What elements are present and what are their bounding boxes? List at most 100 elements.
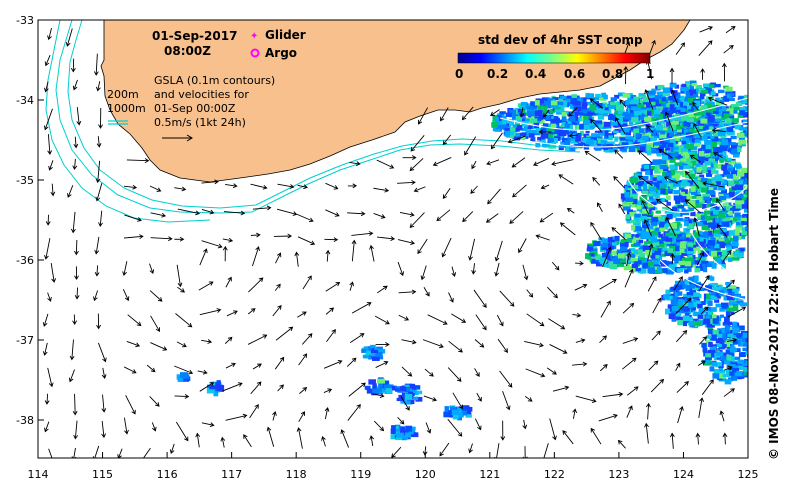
velocity-arrow <box>222 382 243 392</box>
sst-cell <box>499 111 506 115</box>
sst-cell <box>544 101 551 107</box>
sst-cell <box>665 195 671 201</box>
velocity-arrow <box>297 311 307 318</box>
sst-cell <box>543 106 548 112</box>
velocity-arrow <box>417 238 428 255</box>
sst-cell <box>603 121 611 128</box>
sst-cell <box>584 108 592 113</box>
velocity-arrow <box>575 260 584 266</box>
sst-cell <box>533 132 541 136</box>
sst-cell <box>649 117 655 123</box>
velocity-arrow <box>375 342 390 347</box>
sst-cell <box>680 103 688 110</box>
sst-cell <box>681 139 687 145</box>
sst-cell <box>396 428 404 432</box>
sst-cell <box>628 250 635 255</box>
sst-cell <box>682 315 690 322</box>
sst-cell <box>711 141 718 147</box>
sst-cell <box>698 254 705 258</box>
sst-cell <box>666 103 672 108</box>
sst-cell <box>711 136 719 140</box>
sst-cell <box>680 158 687 162</box>
velocity-arrow <box>647 276 657 292</box>
sst-cell <box>649 186 656 192</box>
x-tick-label: 114 <box>28 468 49 481</box>
velocity-arrow <box>243 434 252 448</box>
velocity-arrow <box>297 236 316 246</box>
sst-cell <box>657 84 665 90</box>
sst-cell <box>684 261 692 267</box>
sst-cell <box>677 303 684 308</box>
velocity-arrow <box>599 335 608 344</box>
velocity-arrow <box>150 342 168 351</box>
sst-cell <box>641 233 649 239</box>
sst-cell <box>537 110 543 115</box>
sst-cell <box>589 248 598 253</box>
velocity-arrow <box>294 251 300 267</box>
sst-cell <box>598 102 603 109</box>
sst-cell <box>644 164 650 170</box>
sst-cell <box>701 301 706 306</box>
sst-cell <box>645 249 652 256</box>
sst-cell <box>608 114 616 121</box>
sst-cell <box>625 214 631 220</box>
velocity-arrow <box>98 107 103 129</box>
sst-cell <box>677 205 685 209</box>
sst-cell <box>635 234 640 238</box>
sst-cell <box>604 146 612 153</box>
sst-cell <box>637 138 643 144</box>
sst-cell <box>651 131 656 137</box>
sst-cell <box>676 268 684 273</box>
sst-cell <box>524 118 530 123</box>
x-tick-label: 116 <box>157 468 178 481</box>
sst-cell <box>711 197 719 203</box>
sst-cell <box>701 263 707 267</box>
sst-cell <box>689 85 694 90</box>
sst-cell <box>521 109 526 113</box>
sst-cell <box>519 111 526 117</box>
sst-cell <box>698 231 703 236</box>
sst-cell <box>621 128 630 133</box>
velocity-arrow <box>150 212 167 218</box>
sst-cell <box>679 111 687 115</box>
velocity-arrow <box>272 411 277 421</box>
sst-cell <box>706 295 715 299</box>
sst-cell <box>733 229 741 235</box>
sst-cell <box>652 159 661 165</box>
sst-cell <box>601 254 610 258</box>
sst-cell <box>728 180 735 187</box>
sst-cell <box>564 140 571 146</box>
sst-cell <box>660 188 666 195</box>
velocity-arrow <box>122 261 128 276</box>
velocity-arrow <box>275 326 294 341</box>
velocity-arrow <box>461 106 474 121</box>
velocity-arrow <box>50 183 56 197</box>
sst-cell <box>686 237 695 243</box>
sst-cell <box>663 294 670 300</box>
svg-text:0: 0 <box>455 67 463 81</box>
sst-cell <box>725 90 732 96</box>
velocity-arrow <box>722 432 728 445</box>
velocity-arrow <box>670 89 679 106</box>
sst-cell <box>745 128 748 134</box>
sst-cell <box>658 223 665 228</box>
sst-cell <box>569 116 576 122</box>
velocity-arrow <box>376 236 396 241</box>
sst-cell <box>657 102 666 107</box>
sst-cell <box>749 188 754 193</box>
sst-cell <box>396 432 404 438</box>
velocity-arrow <box>652 297 662 314</box>
sst-cell <box>708 222 716 228</box>
sst-cell <box>626 238 634 242</box>
sst-cell <box>666 214 673 220</box>
velocity-arrow <box>127 314 142 327</box>
sst-cell <box>558 101 564 106</box>
sst-cell <box>631 224 636 231</box>
velocity-arrow <box>96 81 101 92</box>
sst-cell <box>452 414 459 420</box>
sst-cell <box>620 245 628 251</box>
sst-cell <box>676 125 682 130</box>
sst-cell <box>637 104 645 108</box>
sst-cell <box>734 180 740 184</box>
sst-cell <box>587 255 592 260</box>
